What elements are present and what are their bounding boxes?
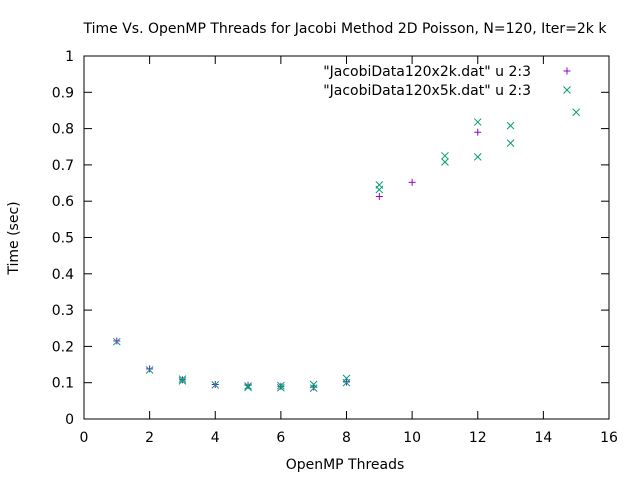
x-tick-label: 4 <box>211 430 220 446</box>
x-tick-label: 10 <box>403 430 421 446</box>
chart-title: Time Vs. OpenMP Threads for Jacobi Metho… <box>83 21 608 37</box>
legend-label: "JacobiData120x5k.dat" u 2:3 <box>323 83 531 99</box>
y-tick-label: 1 <box>65 49 74 65</box>
x-tick-label: 0 <box>80 430 89 446</box>
data-point-5k <box>506 121 515 130</box>
data-point-5k <box>211 381 220 389</box>
y-axis-label: Time (sec) <box>6 201 22 275</box>
data-point-2k <box>113 337 121 345</box>
data-point-5k <box>309 380 318 389</box>
data-point-2k <box>375 192 383 200</box>
data-point-5k <box>473 118 482 126</box>
data-point-5k <box>441 158 449 166</box>
data-points <box>112 108 581 392</box>
data-point-5k <box>277 381 285 390</box>
x-tick-label: 12 <box>469 430 487 446</box>
data-point-5k <box>244 382 252 390</box>
data-point-5k <box>309 384 318 392</box>
data-point-5k <box>441 151 449 160</box>
x-tick-label: 6 <box>276 430 285 446</box>
y-tick-labels: 0 0.1 0.2 0.3 0.4 0.5 0.6 0.7 0.8 0.9 1 <box>52 49 74 428</box>
y-tick-label: 0.3 <box>52 303 74 319</box>
data-point-2k <box>343 378 350 386</box>
y-tick-label: 0 <box>65 412 74 428</box>
y-tick-label: 0.2 <box>52 339 74 355</box>
y-tick-label: 0.1 <box>52 376 74 392</box>
y-tick-label: 0.5 <box>52 231 74 247</box>
data-point-5k <box>112 337 121 346</box>
plot-frame <box>83 55 610 420</box>
data-point-2k <box>146 365 154 373</box>
x-tick-label: 16 <box>600 430 618 446</box>
legend-label: "JacobiData120x2k.dat" u 2:3 <box>323 64 531 80</box>
data-point-5k <box>277 383 285 392</box>
x-tick-label: 8 <box>342 430 351 446</box>
y-tick-label: 0.9 <box>52 85 74 101</box>
data-point-5k <box>342 378 351 387</box>
y-tick-label: 0.8 <box>52 122 74 138</box>
data-point-5k <box>244 383 252 392</box>
legend: "JacobiData120x2k.dat" u 2:3 "JacobiData1… <box>323 64 571 99</box>
tick-marks <box>83 55 610 420</box>
y-tick-label: 0.4 <box>52 267 74 283</box>
data-point-5k <box>572 108 581 117</box>
data-point-5k <box>473 153 482 161</box>
data-point-2k <box>474 128 482 136</box>
data-point-5k <box>145 366 154 374</box>
data-point-5k <box>506 139 515 147</box>
data-point-5k <box>178 375 187 383</box>
x-tick-label: 14 <box>534 430 552 446</box>
y-tick-label: 0.7 <box>52 158 74 174</box>
x-axis-label: OpenMP Threads <box>286 457 405 473</box>
data-point-5k <box>178 377 187 385</box>
x-tick-labels: 0 2 4 6 8 10 12 14 16 <box>80 430 618 446</box>
data-point-5k <box>375 185 384 194</box>
legend-marker <box>563 86 571 94</box>
data-point-2k <box>178 376 186 384</box>
data-point-2k <box>277 382 285 390</box>
x-tick-label: 2 <box>145 430 154 446</box>
legend-marker <box>563 67 571 75</box>
data-point-2k <box>408 178 416 186</box>
y-tick-label: 0.6 <box>52 194 74 210</box>
